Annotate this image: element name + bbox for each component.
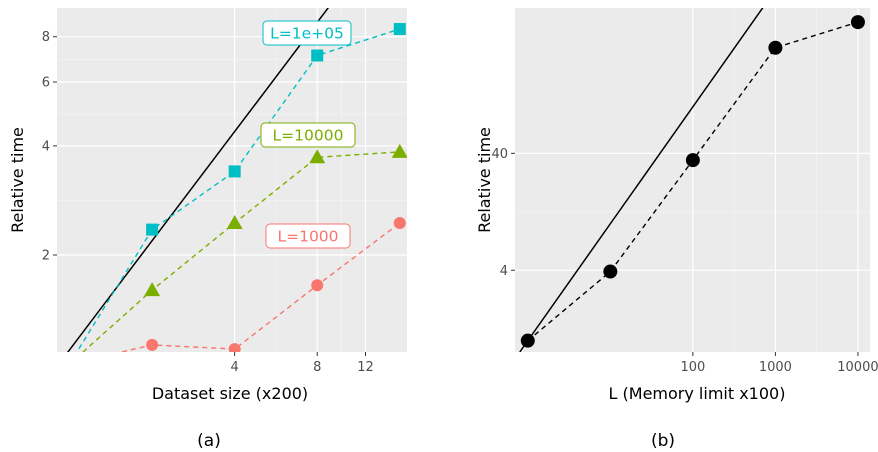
x-tick-label: 8 (313, 360, 321, 375)
data-point (64, 358, 76, 370)
plot-background (57, 8, 407, 352)
x-tick-label: 4 (231, 360, 239, 375)
y-tick-label: 6 (42, 76, 50, 91)
data-point (850, 15, 865, 30)
x-tick-label: 1000 (759, 360, 792, 375)
data-point (309, 149, 326, 164)
data-point (228, 165, 241, 178)
data-point (685, 153, 700, 168)
series-label: L=1000 (265, 223, 351, 249)
y-tick-label: 4 (500, 264, 508, 279)
data-point (603, 264, 618, 279)
x-tick-label: 100 (680, 360, 705, 375)
data-point (226, 215, 243, 230)
reference-line (519, 8, 764, 352)
data-point (64, 358, 76, 370)
y-tick-label: 8 (42, 30, 50, 45)
panel-a-x-axis-title: Dataset size (x200) (152, 384, 308, 403)
y-tick-label: 40 (491, 147, 508, 162)
data-point (393, 217, 406, 230)
series-label: L=1e+05 (262, 20, 352, 46)
data-point (768, 40, 783, 55)
data-point (62, 356, 78, 370)
data-point (311, 49, 324, 62)
panel-a-caption: (a) (197, 431, 221, 451)
x-tick-label: 10000 (837, 360, 878, 375)
y-tick-label: 4 (42, 139, 50, 154)
series-label-box (262, 20, 352, 46)
series-line-0 (118, 222, 401, 352)
series-label-box (265, 223, 351, 249)
data-point (391, 143, 407, 158)
panel-a-y-axis-title: Relative time (8, 127, 27, 233)
data-point (520, 333, 535, 348)
panel-b-y-axis-title: Relative time (475, 127, 494, 233)
y-tick-label: 2 (42, 248, 50, 263)
data-point (393, 23, 406, 36)
data-point (144, 282, 161, 297)
data-point (311, 279, 324, 292)
series-label: L=10000 (260, 122, 356, 148)
chart-panel-a: 4 8 12 2 4 6 8 L=1e+05 L=10000 L=1000 (42, 8, 407, 375)
series-label-text: L=1000 (277, 228, 338, 246)
series-label-box (260, 122, 356, 148)
series-label-text: L=10000 (273, 127, 344, 145)
x-tick-label: 12 (357, 360, 374, 375)
panel-b-x-axis-title: L (Memory limit x100) (609, 384, 786, 403)
data-point (228, 343, 241, 352)
series-label-text: L=1e+05 (270, 25, 344, 43)
chart-panel-b: 100 1000 10000 4 40 (491, 8, 878, 375)
data-point (146, 223, 159, 236)
panel-b-caption: (b) (651, 431, 675, 451)
data-point (146, 338, 159, 351)
